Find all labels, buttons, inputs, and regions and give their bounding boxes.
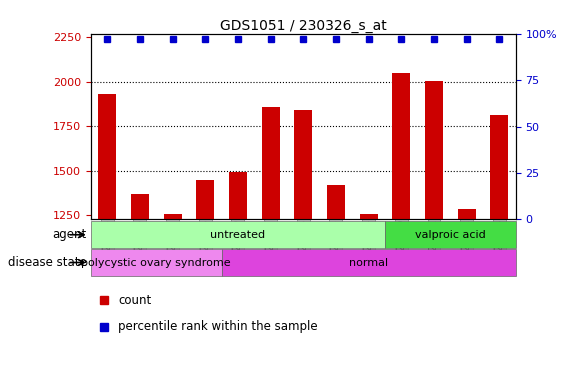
Bar [327, 185, 345, 219]
Bar [98, 94, 116, 219]
Bar [360, 214, 377, 219]
Title: GDS1051 / 230326_s_at: GDS1051 / 230326_s_at [220, 19, 387, 33]
Bar [196, 180, 214, 219]
Text: untreated: untreated [210, 230, 265, 240]
Bar [385, 221, 516, 248]
Text: agent: agent [52, 228, 87, 241]
Text: polycystic ovary syndrome: polycystic ovary syndrome [81, 258, 231, 267]
Bar [261, 108, 280, 219]
Bar [222, 249, 516, 276]
Bar [458, 209, 476, 219]
Bar [490, 115, 508, 219]
Bar [163, 214, 182, 219]
Bar [229, 172, 247, 219]
Bar [131, 194, 149, 219]
Text: count: count [118, 294, 152, 307]
Bar [91, 221, 385, 248]
Bar [91, 249, 222, 276]
Text: disease state: disease state [8, 256, 87, 269]
Text: normal: normal [349, 258, 388, 267]
Bar [392, 73, 410, 219]
Bar [294, 110, 312, 219]
Bar [425, 81, 443, 219]
Text: valproic acid: valproic acid [415, 230, 486, 240]
Text: percentile rank within the sample: percentile rank within the sample [118, 320, 318, 333]
